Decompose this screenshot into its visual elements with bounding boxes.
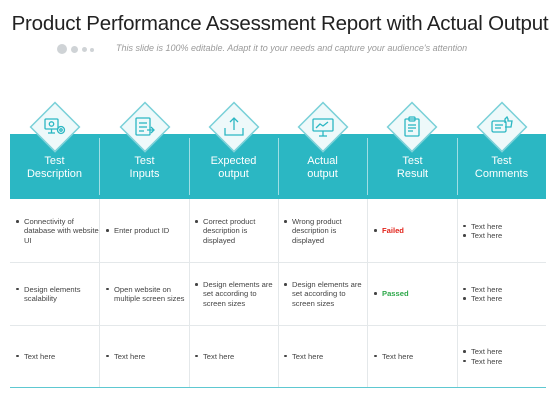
column-divider xyxy=(278,199,279,387)
clipboard-icon xyxy=(386,101,438,153)
cell-text: Enter product ID xyxy=(105,226,170,236)
cell-actual: Text here xyxy=(278,326,367,387)
cell-inputs: Enter product ID xyxy=(100,200,189,262)
cell-text: Text here xyxy=(462,347,503,357)
column-divider xyxy=(367,199,368,387)
header-divider xyxy=(457,138,458,195)
cell-expected: Design elements are set according to scr… xyxy=(189,263,278,325)
column-header-test-comments: Test Comments xyxy=(457,134,546,199)
column-header-test-result: Test Result xyxy=(368,134,457,199)
cell-description: Design elements scalability xyxy=(10,263,99,325)
presentation-board-icon xyxy=(297,101,349,153)
column-header-test-description: Test Description xyxy=(10,134,99,199)
cell-description: Text here xyxy=(10,326,99,387)
slide-title: Product Performance Assessment Report wi… xyxy=(11,12,549,35)
header-divider xyxy=(189,138,190,195)
cell-text: Correct product description is displayed xyxy=(195,217,278,245)
row-divider xyxy=(10,325,546,326)
cell-result: Failed xyxy=(368,200,457,262)
column-header-actual-output: Actual output xyxy=(278,134,367,199)
row-divider xyxy=(10,262,546,263)
cell-text: Open website on multiple screen sizes xyxy=(106,285,189,303)
slide-subtitle: This slide is 100% editable. Adapt it to… xyxy=(116,43,468,53)
cell-text: Design elements are set according to scr… xyxy=(284,280,367,308)
cell-text: Text here xyxy=(373,351,414,361)
cell-text: Text here xyxy=(462,284,503,294)
table-bottom-border xyxy=(10,387,546,388)
column-divider xyxy=(99,199,100,387)
cell-text: Text here xyxy=(462,221,503,231)
cell-text: Connectivity of database with website UI xyxy=(16,217,99,245)
status-failed: Failed xyxy=(374,226,404,236)
column-header-test-inputs: Test Inputs xyxy=(100,134,189,199)
column-header-label: Test Comments xyxy=(474,155,529,180)
cell-inputs: Text here xyxy=(100,326,189,387)
cell-text: Text here xyxy=(194,351,235,361)
cell-actual: Wrong product description is displayed xyxy=(278,200,367,262)
cell-text: Text here xyxy=(462,356,503,366)
checklist-arrow-icon xyxy=(119,101,171,153)
header-divider xyxy=(367,138,368,195)
cell-comments: Text here Text here xyxy=(457,326,546,387)
cell-actual: Design elements are set according to scr… xyxy=(278,263,367,325)
thumbs-up-chat-icon xyxy=(476,101,528,153)
cell-expected: Text here xyxy=(189,326,278,387)
cell-description: Connectivity of database with website UI xyxy=(10,200,99,262)
cell-text: Text here xyxy=(15,351,56,361)
cell-text: Text here xyxy=(283,351,324,361)
column-header-label: Test Result xyxy=(396,155,429,180)
cell-text: Wrong product description is displayed xyxy=(284,217,367,245)
cell-result: Text here xyxy=(368,326,457,387)
gears-monitor-icon xyxy=(29,101,81,153)
column-header-label: Actual output xyxy=(307,155,338,180)
cell-text: Text here xyxy=(462,231,503,240)
header-divider xyxy=(278,138,279,195)
status-passed: Passed xyxy=(374,289,409,299)
cell-text: Design elements are set according to scr… xyxy=(195,280,278,308)
cell-result: Passed xyxy=(368,263,457,325)
column-header-label: Test Description xyxy=(26,155,83,180)
header-divider xyxy=(99,138,100,195)
column-divider xyxy=(189,199,190,387)
column-header-expected-output: Expected output xyxy=(189,134,278,199)
cell-inputs: Open website on multiple screen sizes xyxy=(100,263,189,325)
cell-expected: Correct product description is displayed xyxy=(189,200,278,262)
upload-tray-icon xyxy=(208,101,260,153)
cell-text: Text here xyxy=(462,294,503,303)
column-header-label: Test Inputs xyxy=(129,155,160,180)
cell-text: Design elements scalability xyxy=(16,285,99,303)
cell-comments: Text here Text here xyxy=(457,263,546,325)
column-header-label: Expected output xyxy=(210,155,257,180)
column-divider xyxy=(457,199,458,387)
decorative-dots xyxy=(57,44,97,56)
cell-text: Text here xyxy=(105,351,146,361)
cell-comments: Text here Text here xyxy=(457,200,546,262)
